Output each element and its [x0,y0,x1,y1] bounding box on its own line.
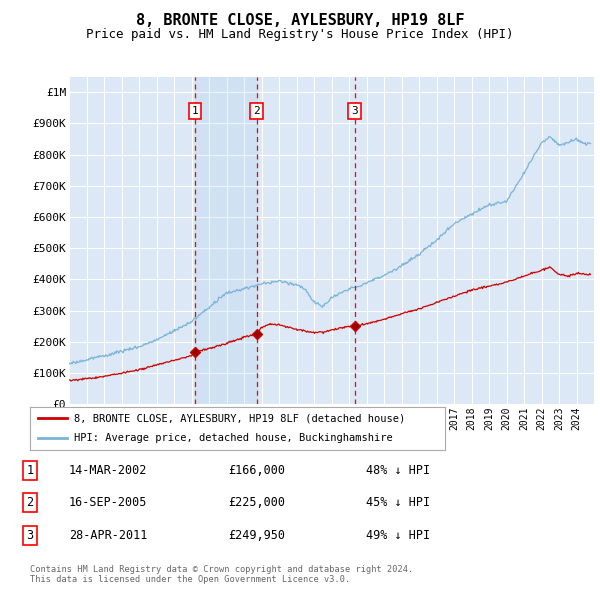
Bar [195,77,257,404]
Text: 3: 3 [351,106,358,116]
Text: 16-SEP-2005: 16-SEP-2005 [69,496,148,509]
Text: £225,000: £225,000 [228,496,285,509]
Text: 14-MAR-2002: 14-MAR-2002 [69,464,148,477]
Text: 1: 1 [191,106,199,116]
Text: HPI: Average price, detached house, Buckinghamshire: HPI: Average price, detached house, Buck… [74,434,392,443]
Text: 48% ↓ HPI: 48% ↓ HPI [366,464,430,477]
Text: 49% ↓ HPI: 49% ↓ HPI [366,529,430,542]
Text: 45% ↓ HPI: 45% ↓ HPI [366,496,430,509]
Text: £166,000: £166,000 [228,464,285,477]
Text: £249,950: £249,950 [228,529,285,542]
Text: Contains HM Land Registry data © Crown copyright and database right 2024.
This d: Contains HM Land Registry data © Crown c… [30,565,413,584]
Text: 3: 3 [26,529,34,542]
Text: Price paid vs. HM Land Registry's House Price Index (HPI): Price paid vs. HM Land Registry's House … [86,28,514,41]
Text: 2: 2 [26,496,34,509]
Text: 28-APR-2011: 28-APR-2011 [69,529,148,542]
Text: 8, BRONTE CLOSE, AYLESBURY, HP19 8LF (detached house): 8, BRONTE CLOSE, AYLESBURY, HP19 8LF (de… [74,414,405,423]
Text: 1: 1 [26,464,34,477]
Text: 2: 2 [253,106,260,116]
Text: 8, BRONTE CLOSE, AYLESBURY, HP19 8LF: 8, BRONTE CLOSE, AYLESBURY, HP19 8LF [136,13,464,28]
